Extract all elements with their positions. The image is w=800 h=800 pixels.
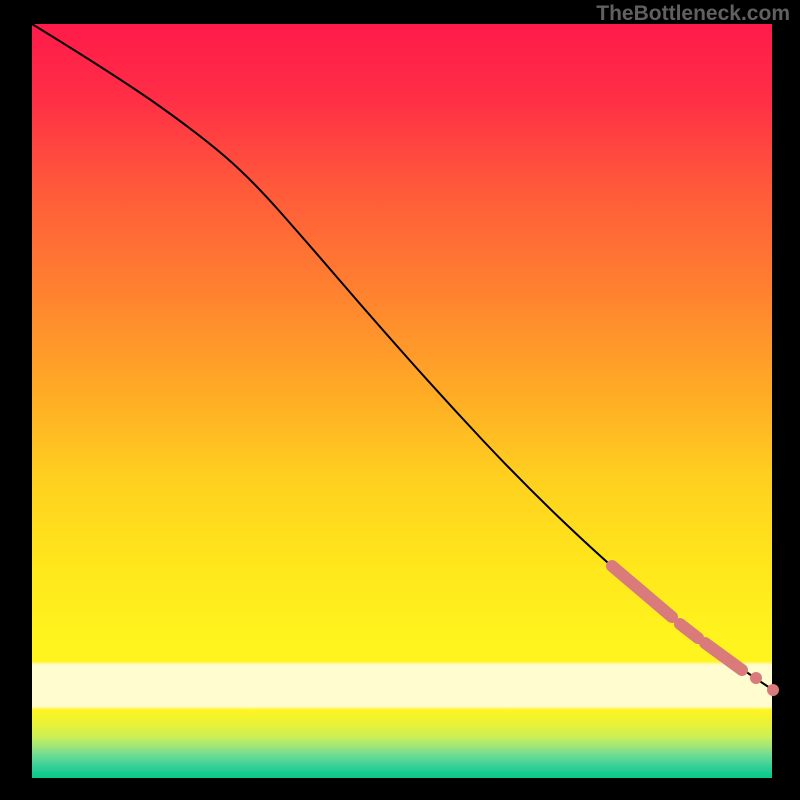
marker-dot [750, 672, 762, 684]
marker-dot [767, 684, 779, 696]
plot-area [32, 24, 772, 778]
chart-stage: TheBottleneck.com [0, 0, 800, 800]
watermark-text: TheBottleneck.com [596, 2, 790, 26]
bottleneck-chart [0, 0, 800, 800]
